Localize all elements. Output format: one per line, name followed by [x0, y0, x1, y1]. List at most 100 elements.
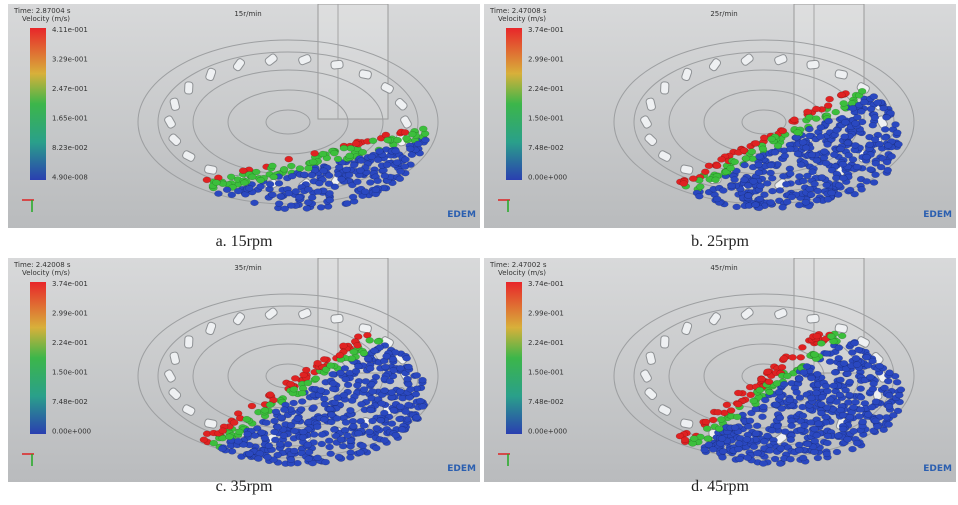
particle: [395, 416, 403, 422]
legend-label: 1.65e-001: [52, 115, 88, 123]
particle: [325, 181, 333, 187]
particle: [308, 172, 316, 178]
particle: [269, 192, 277, 198]
particle: [381, 387, 389, 393]
particle: [768, 136, 776, 142]
particle: [864, 411, 872, 417]
particle: [755, 154, 763, 160]
particle: [277, 415, 285, 421]
particle: [354, 363, 362, 369]
particle: [326, 197, 334, 203]
particle: [337, 436, 345, 442]
particle: [322, 459, 330, 465]
particle: [396, 176, 404, 182]
particle: [275, 180, 283, 186]
legend-title: Velocity (m/s): [22, 269, 70, 277]
particle: [402, 409, 410, 415]
particle: [766, 389, 774, 395]
particle: [388, 421, 396, 427]
particle: [863, 354, 871, 360]
particle: [329, 371, 337, 377]
particle: [317, 204, 325, 210]
particle: [250, 200, 258, 206]
particle: [881, 385, 889, 391]
particle: [814, 455, 822, 461]
particle: [346, 454, 354, 460]
particle: [381, 364, 389, 370]
particle: [885, 403, 893, 409]
particle: [822, 383, 830, 389]
particle: [234, 188, 242, 194]
particle: [767, 199, 775, 205]
caption: a. 15rpm: [8, 233, 480, 251]
particle: [876, 363, 884, 369]
particle: [416, 398, 424, 404]
particle: [780, 381, 788, 387]
figure: Time: 2.87004 sVelocity (m/s)4.11e-0013.…: [0, 0, 958, 505]
particle: [266, 402, 274, 408]
legend-label: 3.74e-001: [528, 280, 564, 288]
particle: [723, 402, 731, 408]
particle: [839, 161, 847, 167]
particle: [866, 142, 874, 148]
particle: [295, 194, 303, 200]
particle: [869, 386, 877, 392]
particle: [752, 202, 760, 208]
legend-label: 3.74e-001: [528, 26, 564, 34]
particle: [210, 440, 218, 446]
legend-label: 0.00e+000: [528, 174, 567, 182]
particle: [370, 348, 378, 354]
particle: [768, 188, 776, 194]
particle: [702, 419, 710, 425]
particle: [839, 412, 847, 418]
particle: [765, 379, 773, 385]
legend-title: Velocity (m/s): [498, 15, 546, 23]
time-label: Time: 2.42008 s: [13, 261, 71, 269]
particle: [838, 333, 846, 339]
particle: [881, 134, 889, 140]
legend-label: 1.50e-001: [52, 369, 88, 377]
particle: [827, 333, 835, 339]
particle: [419, 126, 427, 132]
particle: [747, 392, 755, 398]
particle: [274, 424, 282, 430]
particle: [342, 376, 350, 382]
particle: [779, 128, 787, 134]
time-label: Time: 2.47008 s: [489, 7, 547, 15]
particle: [734, 446, 742, 452]
particle: [776, 187, 784, 193]
particle: [757, 376, 765, 382]
colorbar: [506, 28, 522, 180]
particle: [300, 172, 308, 178]
particle: [394, 137, 402, 143]
blade: [680, 419, 693, 429]
particle: [291, 375, 299, 381]
particle: [350, 349, 358, 355]
particle: [296, 165, 304, 171]
particle: [883, 159, 891, 165]
particle: [846, 187, 854, 193]
particle: [823, 440, 831, 446]
particle: [405, 364, 413, 370]
particle: [786, 397, 794, 403]
simulation-panel: Time: 2.87004 sVelocity (m/s)4.11e-0013.…: [8, 4, 480, 228]
particle: [335, 164, 343, 170]
particle: [304, 165, 312, 171]
particle: [299, 434, 307, 440]
particle: [849, 404, 857, 410]
particle: [859, 419, 867, 425]
particle: [287, 457, 295, 463]
particle: [372, 445, 380, 451]
particle: [223, 187, 231, 193]
particle: [719, 448, 727, 454]
particle: [795, 376, 803, 382]
particle: [804, 441, 812, 447]
particle: [318, 441, 326, 447]
particle: [350, 162, 358, 168]
particle: [851, 340, 859, 346]
particle: [413, 414, 421, 420]
logo: EDEM: [447, 210, 476, 220]
particle: [257, 177, 265, 183]
legend-title: Velocity (m/s): [498, 269, 546, 277]
particle: [873, 423, 881, 429]
